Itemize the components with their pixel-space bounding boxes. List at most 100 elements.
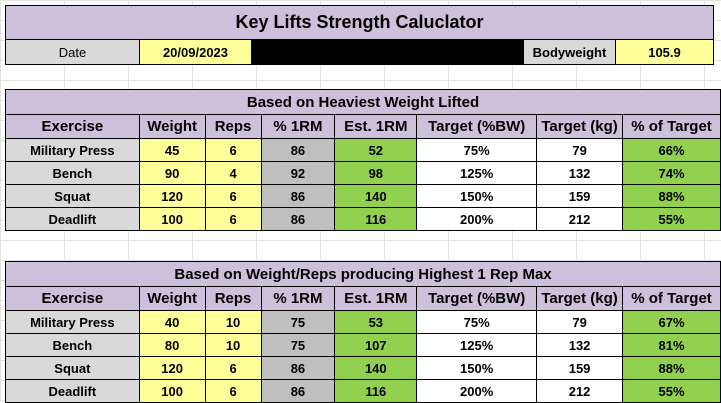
- pct-1rm-cell[interactable]: 86: [260, 207, 336, 231]
- pct-target-cell[interactable]: 88%: [622, 356, 721, 380]
- exercise-cell[interactable]: Military Press: [5, 310, 140, 334]
- table-row: Deadlift 100 6 86 116 200% 212 55%: [5, 207, 721, 231]
- exercise-cell[interactable]: Deadlift: [5, 207, 140, 231]
- col-header-reps[interactable]: Reps: [204, 114, 262, 139]
- col-header-pct-1rm[interactable]: % 1RM: [260, 114, 336, 139]
- col-header-target-bw[interactable]: Target (%BW): [416, 114, 538, 139]
- est-1rm-cell[interactable]: 140: [334, 184, 418, 208]
- pct-1rm-cell[interactable]: 86: [260, 138, 336, 162]
- col-header-exercise[interactable]: Exercise: [5, 114, 140, 139]
- col-header-target-kg[interactable]: Target (kg): [536, 114, 624, 139]
- reps-cell[interactable]: 4: [204, 161, 262, 185]
- exercise-cell[interactable]: Bench: [5, 333, 140, 357]
- col-header-target-bw[interactable]: Target (%BW): [416, 286, 538, 311]
- target-bw-cell[interactable]: 150%: [416, 356, 538, 380]
- pct-target-cell[interactable]: 81%: [622, 333, 721, 357]
- target-kg-cell[interactable]: 79: [536, 310, 624, 334]
- table-row: Squat 120 6 86 140 150% 159 88%: [5, 184, 721, 208]
- est-1rm-cell[interactable]: 116: [334, 207, 418, 231]
- est-1rm-cell[interactable]: 52: [334, 138, 418, 162]
- weight-cell[interactable]: 40: [138, 310, 206, 334]
- reps-cell[interactable]: 10: [204, 333, 262, 357]
- weight-cell[interactable]: 120: [138, 184, 206, 208]
- table-row: Military Press 45 6 86 52 75% 79 66%: [5, 138, 721, 162]
- col-header-weight[interactable]: Weight: [138, 286, 206, 311]
- pct-target-cell[interactable]: 67%: [622, 310, 721, 334]
- blacked-out-cell[interactable]: [251, 39, 524, 65]
- date-cell[interactable]: 20/09/2023: [139, 39, 252, 65]
- target-kg-cell[interactable]: 212: [536, 379, 624, 403]
- weight-cell[interactable]: 120: [138, 356, 206, 380]
- table-row: Bench 90 4 92 98 125% 132 74%: [5, 161, 721, 185]
- target-kg-cell[interactable]: 132: [536, 161, 624, 185]
- page-title[interactable]: Key Lifts Strength Caluclator: [5, 5, 714, 40]
- title-block: Key Lifts Strength Caluclator Date 20/09…: [5, 5, 714, 65]
- bodyweight-cell[interactable]: 105.9: [615, 39, 714, 65]
- weight-cell[interactable]: 100: [138, 207, 206, 231]
- col-header-exercise[interactable]: Exercise: [5, 286, 140, 311]
- est-1rm-cell[interactable]: 53: [334, 310, 418, 334]
- col-header-weight[interactable]: Weight: [138, 114, 206, 139]
- col-header-est-1rm[interactable]: Est. 1RM: [334, 114, 418, 139]
- bodyweight-label: Bodyweight: [523, 39, 616, 65]
- est-1rm-cell[interactable]: 107: [334, 333, 418, 357]
- section-heading[interactable]: Based on Weight/Reps producing Highest 1…: [5, 261, 721, 287]
- est-1rm-cell[interactable]: 140: [334, 356, 418, 380]
- exercise-cell[interactable]: Military Press: [5, 138, 140, 162]
- target-bw-cell[interactable]: 75%: [416, 310, 538, 334]
- weight-cell[interactable]: 100: [138, 379, 206, 403]
- weight-cell[interactable]: 45: [138, 138, 206, 162]
- reps-cell[interactable]: 6: [204, 379, 262, 403]
- pct-1rm-cell[interactable]: 86: [260, 184, 336, 208]
- pct-target-cell[interactable]: 66%: [622, 138, 721, 162]
- pct-target-cell[interactable]: 55%: [622, 207, 721, 231]
- table-row: Bench 80 10 75 107 125% 132 81%: [5, 333, 721, 357]
- target-bw-cell[interactable]: 75%: [416, 138, 538, 162]
- header-row: Exercise Weight Reps% 1RM Est. 1RM Target (%…: [5, 286, 721, 311]
- highest-1rm-table: Based on Weight/Reps producing Highest 1…: [5, 261, 721, 403]
- exercise-cell[interactable]: Squat: [5, 356, 140, 380]
- table-row: Deadlift 100 6 86 116 200% 212 55%: [5, 379, 721, 403]
- exercise-cell[interactable]: Bench: [5, 161, 140, 185]
- target-bw-cell[interactable]: 150%: [416, 184, 538, 208]
- target-kg-cell[interactable]: 159: [536, 184, 624, 208]
- col-header-est-1rm[interactable]: Est. 1RM: [334, 286, 418, 311]
- est-1rm-cell[interactable]: 116: [334, 379, 418, 403]
- reps-cell[interactable]: 10: [204, 310, 262, 334]
- reps-cell[interactable]: 6: [204, 207, 262, 231]
- pct-1rm-cell[interactable]: 75: [260, 310, 336, 334]
- col-header-target-kg[interactable]: Target (kg): [536, 286, 624, 311]
- reps-cell[interactable]: 6: [204, 184, 262, 208]
- target-bw-cell[interactable]: 200%: [416, 379, 538, 403]
- target-bw-cell[interactable]: 200%: [416, 207, 538, 231]
- pct-1rm-cell[interactable]: 75: [260, 333, 336, 357]
- pct-1rm-cell[interactable]: 86: [260, 379, 336, 403]
- header-row: Exercise Weight Reps% 1RM Est. 1RM Target (%…: [5, 114, 721, 139]
- weight-cell[interactable]: 80: [138, 333, 206, 357]
- exercise-cell[interactable]: Squat: [5, 184, 140, 208]
- exercise-cell[interactable]: Deadlift: [5, 379, 140, 403]
- target-kg-cell[interactable]: 132: [536, 333, 624, 357]
- col-header-pct-1rm[interactable]: % 1RM: [260, 286, 336, 311]
- date-label: Date: [5, 39, 140, 65]
- pct-target-cell[interactable]: 74%: [622, 161, 721, 185]
- target-kg-cell[interactable]: 212: [536, 207, 624, 231]
- reps-cell[interactable]: 6: [204, 356, 262, 380]
- col-header-pct-target[interactable]: % of Target: [622, 286, 721, 311]
- target-bw-cell[interactable]: 125%: [416, 161, 538, 185]
- col-header-reps[interactable]: Reps: [204, 286, 262, 311]
- target-kg-cell[interactable]: 159: [536, 356, 624, 380]
- est-1rm-cell[interactable]: 98: [334, 161, 418, 185]
- table-row: Squat 120 6 86 140 150% 159 88%: [5, 356, 721, 380]
- target-kg-cell[interactable]: 79: [536, 138, 624, 162]
- col-header-pct-target[interactable]: % of Target: [622, 114, 721, 139]
- pct-target-cell[interactable]: 88%: [622, 184, 721, 208]
- section-heading[interactable]: Based on Heaviest Weight Lifted: [5, 89, 721, 115]
- pct-1rm-cell[interactable]: 86: [260, 356, 336, 380]
- table-row: Military Press 40 10 75 53 75% 79 67%: [5, 310, 721, 334]
- reps-cell[interactable]: 6: [204, 138, 262, 162]
- pct-target-cell[interactable]: 55%: [622, 379, 721, 403]
- weight-cell[interactable]: 90: [138, 161, 206, 185]
- pct-1rm-cell[interactable]: 92: [260, 161, 336, 185]
- target-bw-cell[interactable]: 125%: [416, 333, 538, 357]
